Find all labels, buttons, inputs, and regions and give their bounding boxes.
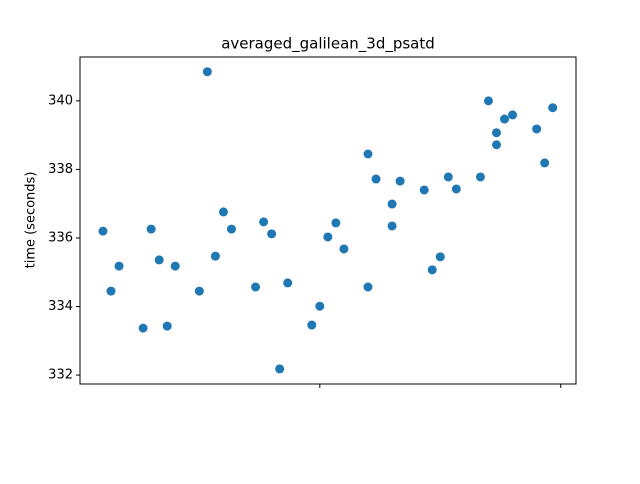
- chart-title: averaged_galilean_3d_psatd: [221, 35, 435, 54]
- y-tick-label: 338: [48, 162, 73, 177]
- point: [371, 174, 381, 184]
- point: [154, 255, 164, 265]
- point: [419, 185, 429, 195]
- point: [210, 251, 220, 261]
- point: [387, 199, 397, 209]
- point: [508, 110, 518, 120]
- y-tick-label: 332: [48, 368, 73, 383]
- point: [491, 140, 501, 150]
- point: [331, 218, 341, 228]
- point: [491, 128, 501, 138]
- point: [548, 103, 558, 113]
- point: [146, 224, 156, 234]
- y-tick-label: 336: [48, 230, 73, 245]
- point: [226, 224, 236, 234]
- point: [427, 265, 437, 275]
- point: [114, 261, 124, 271]
- point: [218, 207, 228, 217]
- point: [532, 124, 542, 134]
- y-axis-label: time (seconds): [24, 172, 39, 269]
- point: [540, 158, 550, 168]
- point: [138, 323, 148, 333]
- point: [283, 278, 293, 288]
- point: [363, 282, 373, 292]
- point: [387, 221, 397, 231]
- point: [307, 320, 317, 330]
- point: [443, 172, 453, 182]
- point: [194, 286, 204, 296]
- point: [106, 286, 116, 296]
- point: [500, 114, 510, 124]
- point: [475, 172, 485, 182]
- point: [259, 217, 269, 227]
- point: [162, 321, 172, 331]
- y-tick-label: 340: [48, 93, 73, 108]
- point: [267, 229, 277, 239]
- point: [202, 67, 212, 77]
- point: [483, 96, 493, 106]
- plot-frame: [79, 56, 577, 385]
- point: [395, 176, 405, 186]
- point: [315, 301, 325, 311]
- point: [339, 244, 349, 254]
- point: [451, 184, 461, 194]
- point: [363, 149, 373, 159]
- y-tick-label: 334: [48, 299, 73, 314]
- point: [98, 226, 108, 236]
- point: [170, 261, 180, 271]
- point: [435, 252, 445, 262]
- point: [251, 282, 261, 292]
- point: [323, 232, 333, 242]
- point: [275, 364, 285, 374]
